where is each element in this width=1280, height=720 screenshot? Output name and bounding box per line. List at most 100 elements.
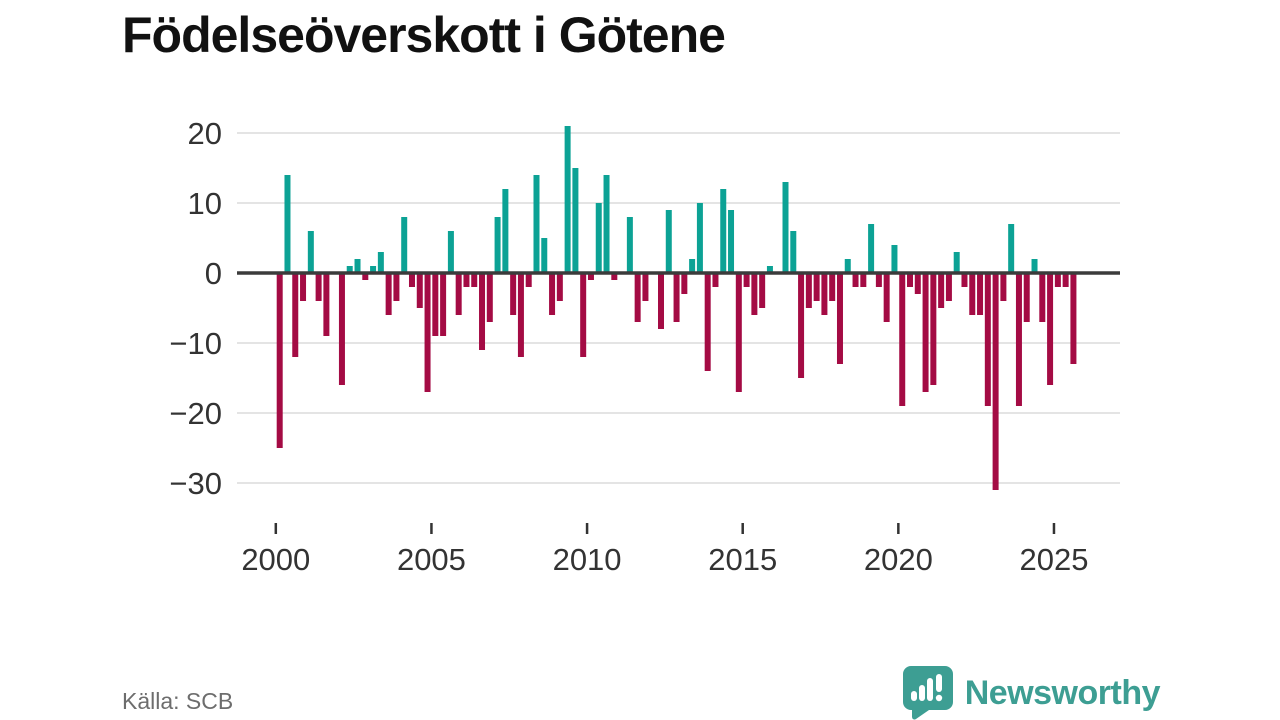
bar-2000 [377, 252, 384, 273]
bar-2000 [735, 273, 742, 392]
bar-2000 [945, 273, 952, 301]
bar-2000 [502, 189, 509, 273]
svg-text:2025: 2025 [1019, 542, 1088, 577]
bar-2000 [984, 273, 991, 406]
bar-2000 [852, 273, 859, 287]
bar-2000 [766, 266, 773, 273]
bar-2000 [346, 266, 353, 273]
bar-2000 [1000, 273, 1007, 301]
bar-2000 [416, 273, 423, 308]
bar-2000 [704, 273, 711, 371]
bar-2000 [790, 231, 797, 273]
bar-2000 [354, 259, 361, 273]
newsworthy-wordmark: Newsworthy [964, 673, 1161, 712]
bar-2000 [868, 224, 875, 273]
bar-2000 [969, 273, 976, 315]
svg-text:2015: 2015 [708, 542, 777, 577]
chart-bars [276, 126, 1077, 490]
bar-2000 [829, 273, 836, 301]
svg-text:20: 20 [188, 116, 222, 151]
svg-text:−10: −10 [169, 326, 222, 361]
svg-text:−30: −30 [169, 466, 222, 501]
bar-2000 [572, 168, 579, 273]
bar-2000 [549, 273, 556, 315]
bar-2000 [836, 273, 843, 364]
bar-2000 [564, 126, 571, 273]
bar-2000 [977, 273, 984, 315]
bar-2000 [821, 273, 828, 315]
bar-2000 [953, 252, 960, 273]
bar-2000 [401, 217, 408, 273]
bar-2000 [1070, 273, 1077, 364]
source-note: Källa: SCB [122, 688, 234, 714]
bar-2000 [580, 273, 587, 357]
bar-2000 [479, 273, 486, 350]
svg-text:−20: −20 [169, 396, 222, 431]
bar-2000 [595, 203, 602, 273]
bar-2000 [432, 273, 439, 336]
bar-2000 [486, 273, 493, 322]
newsworthy-logo: Newsworthy [902, 666, 1161, 720]
bar-2000 [494, 217, 501, 273]
y-axis-tick-labels: 20 10 0 −10 −20 −30 [169, 116, 222, 501]
bar-2000 [300, 273, 307, 301]
bar-2000 [370, 266, 377, 273]
bar-2000 [471, 273, 478, 287]
bar-2000 [938, 273, 945, 308]
bar-2000 [284, 175, 291, 273]
bar-2000 [728, 210, 735, 273]
bar-2000 [276, 273, 283, 448]
bar-2000 [440, 273, 447, 336]
bar-2000 [323, 273, 330, 336]
bar-2000 [556, 273, 563, 301]
bar-2000 [665, 210, 672, 273]
bar-2000 [424, 273, 431, 392]
bar-2000 [533, 175, 540, 273]
bar-2000 [961, 273, 968, 287]
bar-2000 [1008, 224, 1015, 273]
bar-2000 [362, 273, 369, 280]
bar-2000 [782, 182, 789, 273]
bar-2000 [712, 273, 719, 287]
bar-2000 [673, 273, 680, 322]
bar-2000 [525, 273, 532, 287]
svg-text:10: 10 [188, 186, 222, 221]
x-axis-ticks-and-labels: 2000 2005 2010 2015 2020 2025 [241, 523, 1088, 577]
bar-2000 [689, 259, 696, 273]
gridlines [237, 132, 1120, 484]
bar-2000 [315, 273, 322, 301]
bar-2000 [891, 245, 898, 273]
bar-2000 [338, 273, 345, 385]
svg-text:2000: 2000 [241, 542, 310, 577]
bar-2000 [914, 273, 921, 294]
bar-2000 [805, 273, 812, 308]
svg-text:2020: 2020 [864, 542, 933, 577]
bar-2000 [385, 273, 392, 315]
bar-2000 [587, 273, 594, 280]
svg-text:2010: 2010 [553, 542, 622, 577]
svg-text:0: 0 [205, 256, 222, 291]
bar-2000 [307, 231, 314, 273]
bar-2000 [455, 273, 462, 315]
bar-2000 [992, 273, 999, 490]
bar-2000 [798, 273, 805, 378]
bar-2000 [642, 273, 649, 301]
bar-2000 [759, 273, 766, 308]
newsworthy-bubble-chart-icon [902, 666, 953, 720]
bar-2000 [751, 273, 758, 315]
bar-2000 [860, 273, 867, 287]
bar-2000 [1054, 273, 1061, 287]
bar-2000 [1062, 273, 1069, 287]
bar-2000 [603, 175, 610, 273]
bar-2000 [875, 273, 882, 287]
bar-2000 [510, 273, 517, 315]
bar-2000 [813, 273, 820, 301]
bar-2000 [899, 273, 906, 406]
bar-2000 [930, 273, 937, 385]
page-title: Födelseöverskott i Götene [122, 7, 726, 63]
bar-2000 [1031, 259, 1038, 273]
bar-2000 [844, 259, 851, 273]
bar-2000 [292, 273, 299, 357]
